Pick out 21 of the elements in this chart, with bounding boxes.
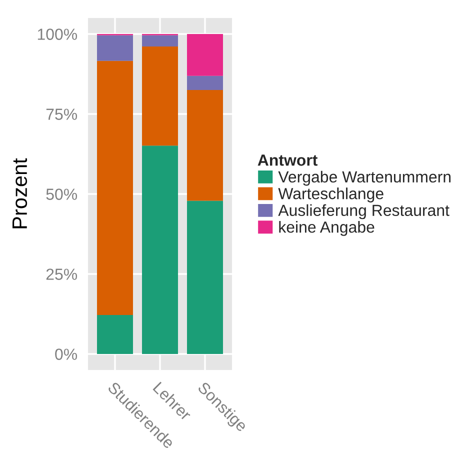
legend-label: Vergabe Wartenummern (278, 170, 451, 186)
bar (142, 46, 178, 146)
legend-title: Antwort (258, 154, 318, 166)
bar (142, 146, 178, 354)
bar (187, 200, 223, 354)
legend-label: keine Angabe (279, 221, 374, 236)
y-axis-title: Prozent (12, 158, 28, 228)
bar (142, 35, 178, 46)
y-tick-label: 50% (46, 188, 78, 200)
y-tick-label: 25% (46, 268, 78, 280)
legend-label: Auslieferung Restaurant (278, 204, 450, 220)
legend-label: Warteschlange (278, 188, 384, 202)
bar (97, 35, 133, 61)
bar (97, 60, 133, 315)
bar (187, 76, 223, 90)
bar (187, 90, 223, 201)
y-tick-label: 100% (38, 28, 78, 40)
bar (187, 34, 223, 76)
bar (97, 314, 133, 354)
y-tick-label: 0% (55, 348, 78, 360)
y-tick-label: 75% (46, 108, 78, 120)
